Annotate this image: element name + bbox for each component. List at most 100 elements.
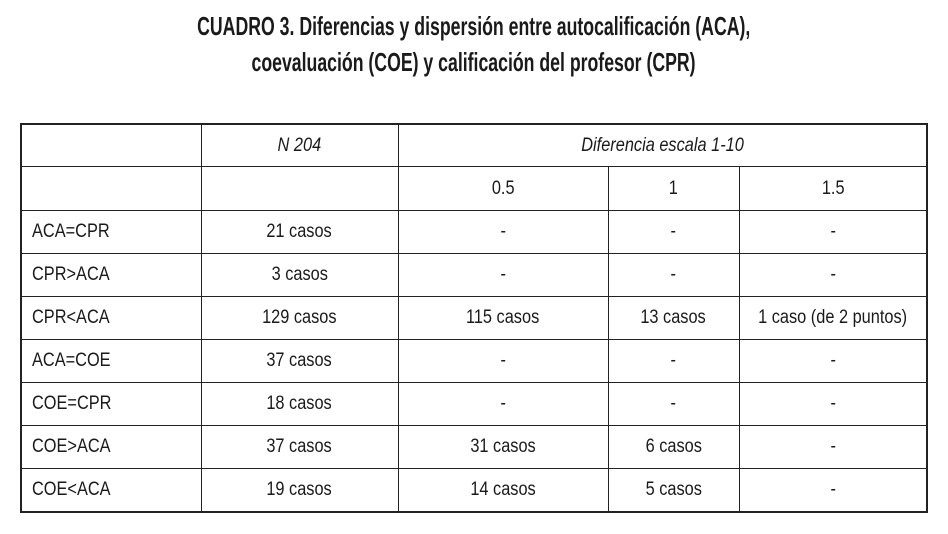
table-cell: 37 casos xyxy=(200,425,399,469)
cell-text: 129 casos xyxy=(262,307,337,328)
title-text: CUADRO 3. Diferencias y dispersión entre… xyxy=(197,8,750,44)
table-cell: CPR>ACA xyxy=(20,253,202,297)
table-cell: COE>ACA xyxy=(20,425,202,469)
table-cell: 31 casos xyxy=(397,425,609,469)
table-cell: ACA=COE xyxy=(20,339,202,383)
cell-text: CPR>ACA xyxy=(32,264,110,285)
cell-text: 31 casos xyxy=(470,436,536,457)
table-cell: 19 casos xyxy=(200,468,399,513)
cell-text: 14 casos xyxy=(470,479,536,500)
cell-text: 115 casos xyxy=(466,307,540,328)
cell-text: 18 casos xyxy=(266,393,333,414)
table-cell xyxy=(20,166,202,211)
table-cell: 1 caso (de 2 puntos) xyxy=(738,296,928,340)
cell-text: - xyxy=(500,393,506,414)
data-row: COE<ACA 19 casos 14 casos 5 casos - xyxy=(20,468,928,513)
cell-text: - xyxy=(830,264,836,285)
cell-text: CPR<ACA xyxy=(32,307,110,328)
title-label: CUADRO 3. xyxy=(197,11,295,41)
table-cell: 1.5 xyxy=(738,166,928,211)
table-cell: - xyxy=(738,210,928,254)
table-cell: 21 casos xyxy=(200,210,399,254)
table-cell: - xyxy=(738,382,928,426)
table-cell: CPR<ACA xyxy=(20,296,202,340)
table-cell: - xyxy=(607,253,740,297)
table-cell: - xyxy=(397,210,609,254)
title-line-text: coevaluación (COE) y calificación del pr… xyxy=(251,47,697,77)
table-cell: - xyxy=(607,210,740,254)
data-row: ACA=CPR 21 casos - - - xyxy=(20,210,928,254)
table-cell: - xyxy=(397,253,609,297)
cell-text: - xyxy=(500,350,506,371)
title-line: coevaluación (COE) y calificación del pr… xyxy=(0,44,948,80)
cell-text: - xyxy=(830,350,836,371)
data-row: COE>ACA 37 casos 31 casos 6 casos - xyxy=(20,425,928,469)
cell-text: COE=CPR xyxy=(32,393,112,414)
cell-text: ACA=COE xyxy=(32,350,111,371)
cell-text: - xyxy=(830,479,836,500)
table-cell: 129 casos xyxy=(200,296,399,340)
cell-text: - xyxy=(830,393,836,414)
table-cell xyxy=(20,123,202,167)
cell-text: - xyxy=(500,264,506,285)
data-row: COE=CPR 18 casos - - - xyxy=(20,382,928,426)
table-cell: 115 casos xyxy=(397,296,609,340)
cell-text: 21 casos xyxy=(266,221,333,242)
cell-text: 3 casos xyxy=(271,264,328,285)
data-row: ACA=COE 37 casos - - - xyxy=(20,339,928,383)
table-cell: - xyxy=(738,339,928,383)
table-cell: COE=CPR xyxy=(20,382,202,426)
cell-text: - xyxy=(670,350,677,371)
cell-text: 6 casos xyxy=(645,436,702,457)
data-row: CPR>ACA 3 casos - - - xyxy=(20,253,928,297)
table-cell: ACA=CPR xyxy=(20,210,202,254)
cell-text: Diferencia escala 1-10 xyxy=(580,134,744,156)
title-line-text: Diferencias y dispersión entre autocalif… xyxy=(299,11,751,41)
cell-text: - xyxy=(670,221,677,242)
subheader-row: 0.5 1 1.5 xyxy=(20,166,928,211)
cell-text: - xyxy=(670,393,677,414)
cell-text: - xyxy=(670,264,677,285)
cell-text: 5 casos xyxy=(645,479,702,500)
table-cell: - xyxy=(397,382,609,426)
table: N 204 Diferencia escala 1-10 0.5 1 1.5 ACA=CP… xyxy=(20,123,928,513)
table-cell: - xyxy=(738,468,928,513)
table-cell: 0.5 xyxy=(397,166,609,211)
table-cell: 5 casos xyxy=(607,468,740,513)
cell-text: - xyxy=(830,221,836,242)
cell-text: ACA=CPR xyxy=(32,221,110,242)
table-cell: - xyxy=(607,382,740,426)
cell-text: 1 xyxy=(668,177,679,199)
table-cell: - xyxy=(397,339,609,383)
data-row: CPR<ACA 129 casos 115 casos 13 casos 1 caso … xyxy=(20,296,928,340)
cell-text: N 204 xyxy=(277,134,322,156)
cell-text: 1.5 xyxy=(821,177,845,199)
cell-text: 1 caso (de 2 puntos) xyxy=(758,307,908,328)
cell-text: 0.5 xyxy=(491,177,515,199)
cell-text: 13 casos xyxy=(640,307,707,328)
table-cell: 18 casos xyxy=(200,382,399,426)
cell-text: 19 casos xyxy=(266,479,333,500)
table-cell: 13 casos xyxy=(607,296,740,340)
header-row: N 204 Diferencia escala 1-10 xyxy=(20,123,928,167)
cell-text: 37 casos xyxy=(266,350,333,371)
table-cell: N 204 xyxy=(200,123,399,167)
title-line: CUADRO 3. Diferencias y dispersión entre… xyxy=(0,8,948,44)
cell-text: 37 casos xyxy=(266,436,333,457)
cell-text: COE>ACA xyxy=(32,436,111,457)
table-cell: Diferencia escala 1-10 xyxy=(397,123,928,167)
table-cell: - xyxy=(738,425,928,469)
table-cell: 6 casos xyxy=(607,425,740,469)
table-cell: 37 casos xyxy=(200,339,399,383)
table-cell xyxy=(200,166,399,211)
table-cell: COE<ACA xyxy=(20,468,202,513)
table-cell: 3 casos xyxy=(200,253,399,297)
table-cell: 1 xyxy=(607,166,740,211)
table-cell: - xyxy=(738,253,928,297)
title: CUADRO 3. Diferencias y dispersión entre… xyxy=(0,8,948,80)
cell-text: COE<ACA xyxy=(32,479,111,500)
cell-text: - xyxy=(830,436,836,457)
table-cell: - xyxy=(607,339,740,383)
table-cell: 14 casos xyxy=(397,468,609,513)
